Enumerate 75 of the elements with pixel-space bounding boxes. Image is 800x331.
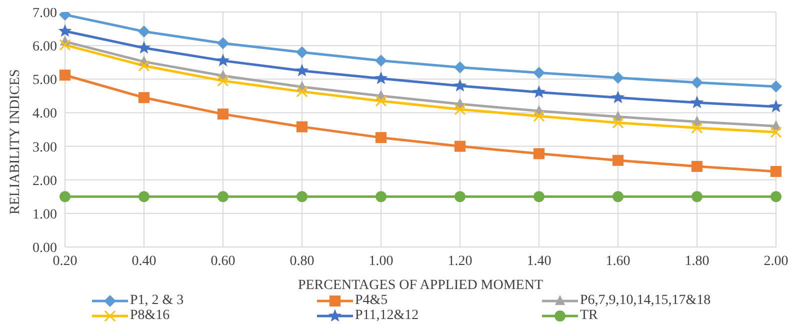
legend-label: P8&16 xyxy=(130,308,170,323)
x-tick-label: 0.60 xyxy=(210,254,236,269)
point xyxy=(217,37,229,50)
point xyxy=(769,100,783,112)
x-tick-label: 1.00 xyxy=(368,254,394,269)
point xyxy=(375,95,387,107)
point xyxy=(612,117,624,129)
point xyxy=(138,191,150,202)
point xyxy=(612,72,624,84)
point xyxy=(137,40,151,54)
point xyxy=(217,75,229,87)
x-tick-label: 2.00 xyxy=(764,254,788,269)
point xyxy=(453,78,467,92)
x-tick-label: 1.60 xyxy=(606,254,630,269)
point xyxy=(612,191,624,202)
point xyxy=(376,132,386,144)
point xyxy=(454,140,466,152)
y-tick-label: 2.00 xyxy=(32,174,57,189)
point xyxy=(218,108,228,120)
point xyxy=(611,90,625,104)
point xyxy=(375,54,387,67)
y-axis-title: RELIABILITY INDICES xyxy=(8,69,23,214)
point xyxy=(454,191,466,202)
point xyxy=(532,85,546,98)
point xyxy=(60,191,70,202)
x-axis-title: PERCENTAGES OF APPLIED MOMENT xyxy=(298,278,544,293)
point xyxy=(218,191,228,202)
point xyxy=(533,110,545,122)
point xyxy=(691,76,703,88)
point xyxy=(692,160,702,172)
point xyxy=(691,122,703,134)
point xyxy=(770,80,782,93)
point xyxy=(770,166,782,177)
point xyxy=(138,92,150,104)
point xyxy=(60,70,70,81)
point xyxy=(138,25,150,38)
point xyxy=(376,191,386,202)
x-tick-label: 0.40 xyxy=(132,254,156,269)
y-tick-label: 3.00 xyxy=(32,140,57,156)
point xyxy=(533,66,545,79)
point xyxy=(534,148,544,160)
x-tick-label: 1.20 xyxy=(448,254,472,269)
legend-label: TR xyxy=(580,308,598,323)
point xyxy=(770,191,782,202)
point xyxy=(454,61,466,74)
legend-label: P1, 2 & 3 xyxy=(130,293,184,308)
y-tick-label: 7.00 xyxy=(32,6,57,21)
y-tick-label: 4.00 xyxy=(32,106,57,122)
point xyxy=(296,191,308,202)
point xyxy=(296,46,308,58)
legend-label: P11,12&12 xyxy=(355,308,419,323)
y-tick-label: 0.00 xyxy=(32,240,57,256)
y-tick-label: 6.00 xyxy=(32,40,57,55)
point xyxy=(296,121,308,132)
y-tick-label: 1.00 xyxy=(32,207,57,222)
x-tick-label: 1.40 xyxy=(526,254,552,269)
point xyxy=(770,126,782,138)
legend-label: P6,7,9,10,14,15,17&18 xyxy=(580,293,711,308)
x-tick-label: 1.80 xyxy=(684,254,710,269)
point xyxy=(59,39,71,51)
point xyxy=(454,104,466,116)
x-tick-label: 0.20 xyxy=(52,254,78,269)
x-tick-label: 0.80 xyxy=(290,254,314,269)
point xyxy=(58,24,72,37)
point xyxy=(374,71,388,84)
point xyxy=(690,96,704,108)
point xyxy=(216,54,230,66)
point xyxy=(296,86,308,98)
point xyxy=(612,154,624,166)
point xyxy=(692,191,702,202)
point xyxy=(138,60,150,72)
point xyxy=(534,191,544,202)
point xyxy=(295,64,309,76)
y-tick-label: 5.00 xyxy=(32,73,57,88)
legend-label: P4&5 xyxy=(355,293,388,308)
